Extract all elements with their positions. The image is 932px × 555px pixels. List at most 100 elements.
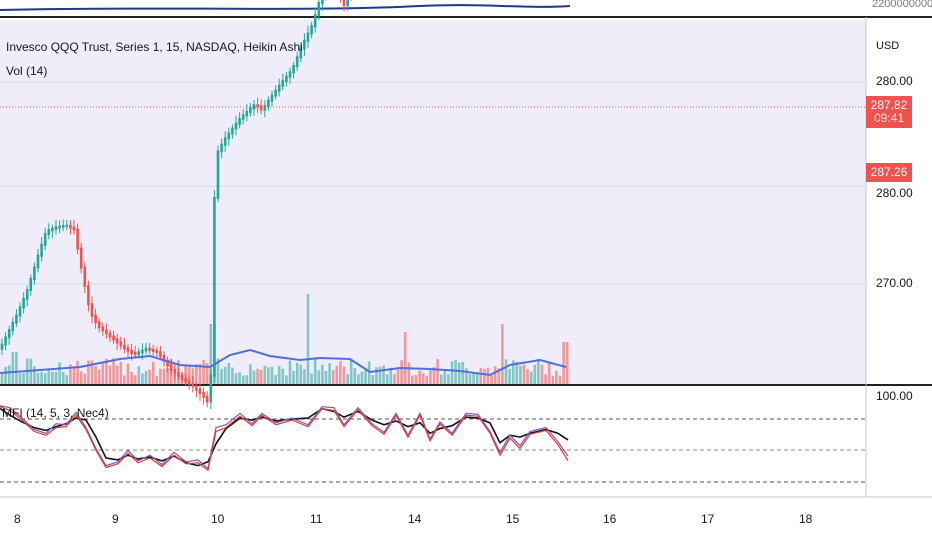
volume-bar bbox=[83, 373, 87, 384]
volume-bar bbox=[238, 372, 241, 384]
volume-bar bbox=[54, 371, 58, 384]
candle-body bbox=[25, 288, 29, 300]
volume-bar bbox=[123, 375, 126, 384]
candle-body bbox=[216, 150, 220, 199]
volume-bar bbox=[360, 371, 364, 384]
volume-bar bbox=[191, 368, 195, 384]
volume-bar bbox=[565, 342, 569, 384]
volume-bar bbox=[310, 373, 313, 384]
volume-bar bbox=[349, 359, 353, 384]
x-tick-9: 9 bbox=[112, 512, 119, 526]
candle-body bbox=[133, 352, 137, 356]
candle-body bbox=[245, 110, 249, 117]
candle-body bbox=[202, 392, 205, 398]
candle-body bbox=[18, 306, 22, 317]
volume-bar bbox=[389, 367, 393, 384]
volume-bar bbox=[65, 375, 69, 384]
candle-body bbox=[51, 227, 54, 232]
volume-bar bbox=[169, 359, 173, 384]
volume-bar bbox=[443, 370, 447, 384]
volume-bar bbox=[331, 369, 335, 384]
candle-body bbox=[115, 338, 119, 344]
volume-bar bbox=[101, 363, 105, 384]
volume-bar bbox=[313, 358, 317, 384]
close-price-value: 287.26 bbox=[870, 165, 908, 179]
volume-bar bbox=[119, 361, 123, 384]
volume-bar bbox=[465, 368, 468, 384]
volume-bar bbox=[321, 364, 324, 384]
candle-body bbox=[58, 225, 61, 229]
candle-body bbox=[123, 344, 126, 350]
volume-ma-line bbox=[0, 348, 567, 377]
candle-body bbox=[15, 314, 18, 324]
volume-bar bbox=[400, 360, 403, 384]
volume-bar bbox=[151, 361, 155, 384]
volume-bar bbox=[454, 359, 457, 384]
candle-body bbox=[346, 0, 349, 7]
volume-bar bbox=[436, 359, 439, 384]
candle-body bbox=[205, 395, 209, 403]
candle-body bbox=[285, 75, 288, 83]
oscillator-series-3 bbox=[0, 406, 569, 472]
candle-body bbox=[227, 132, 231, 140]
volume-bar bbox=[526, 369, 529, 384]
candle-body bbox=[277, 84, 281, 92]
volume-bar bbox=[148, 369, 151, 384]
price-pane[interactable] bbox=[0, 20, 866, 384]
volume-bar bbox=[130, 371, 133, 384]
volume-bar bbox=[137, 366, 141, 384]
volume-bar bbox=[299, 364, 303, 384]
candle-body bbox=[130, 349, 133, 355]
volume-bar bbox=[133, 375, 137, 384]
candle-body bbox=[241, 114, 245, 120]
candles-group bbox=[0, 0, 352, 410]
volume-bar bbox=[385, 374, 389, 384]
volume-bar bbox=[375, 367, 378, 384]
candle-body bbox=[148, 347, 151, 351]
candle-body bbox=[151, 348, 155, 353]
x-tick-11: 11 bbox=[310, 512, 323, 526]
volume-bar bbox=[126, 363, 130, 384]
candle-body bbox=[11, 321, 15, 332]
candle-body bbox=[281, 80, 285, 87]
volume-bar bbox=[403, 332, 407, 384]
candle-body bbox=[303, 39, 306, 50]
volume-bar bbox=[173, 371, 177, 384]
volume-bar bbox=[274, 374, 277, 384]
volume-bar bbox=[43, 373, 47, 384]
volume-bar bbox=[209, 324, 213, 384]
x-tick-17: 17 bbox=[701, 512, 715, 526]
close-price-badge: 287.26 bbox=[866, 163, 912, 182]
osc-axis-100: 100.00 bbox=[876, 389, 913, 403]
volume-bar bbox=[461, 361, 465, 384]
volume-bar bbox=[497, 368, 501, 384]
volume-bar bbox=[472, 371, 475, 384]
volume-bar bbox=[36, 372, 40, 384]
candle-body bbox=[101, 326, 105, 332]
volume-bar bbox=[249, 364, 252, 384]
volume-indicator-label[interactable]: Vol (14) bbox=[6, 64, 48, 78]
volume-bar bbox=[231, 367, 234, 384]
volume-bar bbox=[551, 375, 555, 384]
volume-bar bbox=[213, 324, 216, 384]
candle-body bbox=[267, 99, 270, 108]
volume-bar bbox=[396, 368, 400, 384]
candle-body bbox=[299, 47, 303, 59]
candle-body bbox=[191, 382, 195, 388]
candle-body bbox=[87, 285, 90, 306]
candle-body bbox=[108, 332, 112, 338]
volume-bar bbox=[177, 360, 180, 384]
volume-bar bbox=[227, 363, 231, 384]
volume-bar bbox=[393, 374, 396, 384]
oscillator-pane[interactable] bbox=[0, 387, 866, 496]
candle-body bbox=[259, 105, 263, 111]
oscillator-label[interactable]: MFI (14, 5, 3, Nec4) bbox=[2, 406, 109, 420]
volume-bar bbox=[544, 374, 547, 384]
candle-body bbox=[4, 336, 7, 346]
volume-bar bbox=[159, 368, 162, 384]
volume-bar bbox=[479, 367, 483, 384]
volume-bar bbox=[155, 375, 159, 384]
volume-bar bbox=[166, 367, 169, 384]
